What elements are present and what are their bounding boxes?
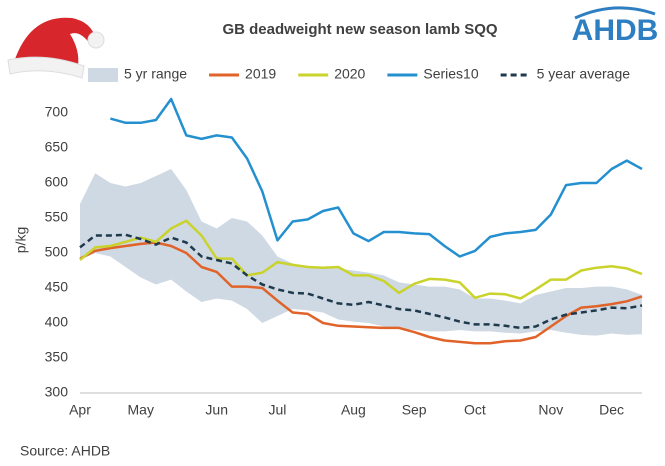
logo-text: AHDB (572, 14, 659, 47)
y-tick-label: 700 (45, 104, 69, 120)
y-tick-label: 600 (45, 174, 69, 190)
y-tick-label: 450 (45, 279, 69, 295)
logo: AHDB (572, 6, 659, 47)
series-line (79, 219, 643, 300)
legend-label: 2019 (245, 66, 276, 82)
legend-label: Series10 (423, 66, 478, 82)
series-line (79, 241, 643, 345)
y-tick-label: 350 (45, 349, 69, 365)
x-tick-label: Jun (205, 402, 228, 418)
legend-label: 5 yr range (124, 66, 187, 82)
x-tick-label: Nov (538, 402, 563, 418)
santa-hat (7, 17, 105, 79)
x-tick-label: May (128, 402, 154, 418)
y-axis-label: p/kg (13, 227, 29, 253)
x-tick-label: Dec (599, 402, 624, 418)
y-tick-label: 500 (45, 244, 69, 260)
x-tick-label: Aug (341, 402, 366, 418)
y-tick-label: 300 (45, 384, 69, 400)
y-tick-label: 400 (45, 314, 69, 330)
series-line (79, 233, 643, 330)
x-tick-label: Sep (402, 402, 427, 418)
x-tick-label: Jul (269, 402, 287, 418)
x-tick-label: Apr (69, 402, 91, 418)
y-tick-label: 650 (45, 139, 69, 155)
range-band (80, 169, 642, 336)
y-tick-label: 550 (45, 209, 69, 225)
x-tick-label: Oct (464, 402, 486, 418)
source: Source: AHDB (20, 443, 110, 459)
series-line (110, 97, 643, 258)
chart-title: GB deadweight new season lamb SQQ (222, 21, 497, 38)
legend-label: 5 year average (537, 66, 631, 82)
legend-label: 2020 (334, 66, 365, 82)
legend-swatch (88, 68, 118, 82)
